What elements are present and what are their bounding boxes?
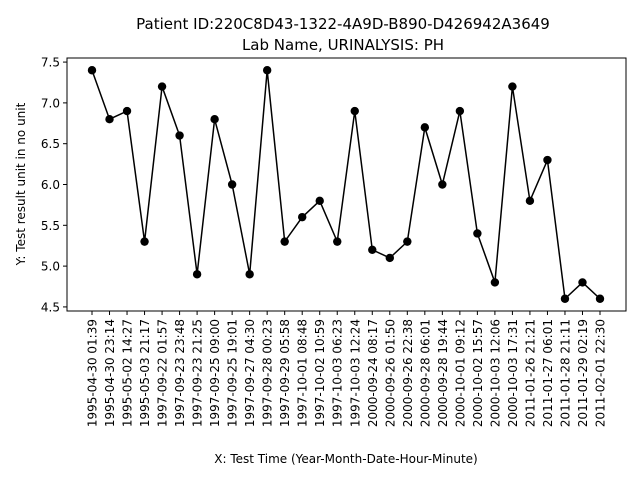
data-point bbox=[333, 237, 342, 246]
x-tick-label: 2011-02-01 22:30 bbox=[594, 319, 608, 427]
x-tick-label: 2000-09-28 06:01 bbox=[418, 319, 432, 427]
y-axis-label: Y: Test result unit in no unit bbox=[14, 102, 28, 266]
x-tick-label: 1997-10-03 06:23 bbox=[331, 319, 345, 427]
y-tick-label: 7.0 bbox=[41, 96, 60, 110]
data-point bbox=[157, 82, 167, 91]
x-tick-label: 2000-10-02 15:57 bbox=[471, 319, 485, 427]
data-point bbox=[87, 66, 97, 75]
data-point bbox=[368, 245, 377, 254]
data-point bbox=[350, 106, 359, 116]
data-point bbox=[543, 155, 552, 165]
x-tick-label: 1997-09-22 01:57 bbox=[156, 319, 170, 427]
x-tick-label: 2011-01-27 06:01 bbox=[541, 319, 555, 427]
x-tick-label: 1995-04-30 01:39 bbox=[86, 319, 100, 427]
y-tick-label: 5.0 bbox=[41, 260, 60, 274]
data-point bbox=[508, 82, 517, 91]
x-tick-label: 1995-05-02 14:27 bbox=[121, 319, 135, 427]
data-point bbox=[525, 196, 535, 206]
x-tick-label: 1997-10-03 12:24 bbox=[348, 319, 362, 427]
data-point bbox=[280, 237, 289, 246]
x-tick-label: 1997-10-01 08:48 bbox=[296, 319, 310, 427]
x-tick-label: 1997-09-25 09:00 bbox=[208, 319, 222, 427]
data-point bbox=[315, 196, 324, 206]
chart-subtitle: Lab Name, URINALYSIS: PH bbox=[242, 36, 444, 54]
y-tick-label: 4.5 bbox=[41, 300, 60, 314]
x-tick-label: 2000-09-24 08:17 bbox=[366, 319, 380, 427]
x-tick-label: 2000-10-01 09:12 bbox=[453, 319, 467, 427]
data-point bbox=[245, 270, 254, 279]
plot-area bbox=[87, 66, 605, 303]
series-line bbox=[91, 69, 601, 301]
x-axis: 1995-04-30 01:39 1995-04-30 23:14 1995-05-… bbox=[86, 311, 608, 427]
data-point bbox=[385, 253, 394, 263]
data-point bbox=[560, 294, 570, 303]
data-point bbox=[473, 229, 482, 238]
data-point bbox=[140, 237, 149, 246]
y-tick-label: 6.0 bbox=[41, 178, 60, 192]
x-tick-label: 2000-10-03 12:06 bbox=[488, 319, 502, 427]
x-tick-label: 2000-10-03 17:31 bbox=[506, 319, 520, 427]
x-tick-label: 1997-09-23 21:25 bbox=[191, 319, 205, 427]
data-point bbox=[595, 294, 605, 303]
data-point bbox=[298, 212, 307, 222]
data-point bbox=[455, 106, 465, 116]
x-tick-label: 1995-05-03 21:17 bbox=[138, 319, 152, 427]
x-tick-label: 1997-09-28 00:23 bbox=[261, 319, 275, 427]
chart-title: Patient ID:220C8D43-1322-4A9D-B890-D4269… bbox=[136, 15, 550, 33]
x-tick-label: 1997-10-02 10:59 bbox=[313, 319, 327, 427]
y-tick-label: 7.5 bbox=[41, 56, 60, 70]
x-tick-label: 1997-09-29 05:58 bbox=[278, 319, 292, 427]
y-tick-label: 5.5 bbox=[41, 219, 60, 233]
data-point bbox=[175, 131, 184, 140]
data-point bbox=[403, 237, 412, 246]
data-point bbox=[438, 180, 447, 189]
data-point bbox=[262, 66, 272, 75]
x-tick-label: 2011-01-28 21:11 bbox=[558, 319, 572, 427]
data-point bbox=[210, 115, 219, 124]
x-tick-label: 1997-09-23 23:48 bbox=[173, 319, 187, 427]
x-tick-label: 1995-04-30 23:14 bbox=[103, 319, 117, 427]
x-tick-label: 2000-09-26 22:38 bbox=[401, 319, 415, 427]
x-tick-label: 1997-09-27 04:30 bbox=[243, 319, 257, 427]
x-tick-label: 2011-01-26 21:21 bbox=[523, 319, 537, 427]
data-point bbox=[490, 278, 500, 287]
data-point bbox=[105, 115, 114, 124]
x-tick-label: 2000-09-28 19:44 bbox=[436, 319, 450, 427]
x-tick-label: 1997-09-25 19:01 bbox=[226, 319, 240, 427]
data-point bbox=[420, 123, 430, 132]
data-point bbox=[578, 278, 587, 287]
y-axis: 4.5 5.0 5.5 6.0 6.5 7.0 7.5 bbox=[41, 56, 67, 314]
x-tick-label: 2000-09-26 01:50 bbox=[383, 319, 397, 427]
data-point bbox=[122, 106, 132, 116]
y-tick-label: 6.5 bbox=[41, 137, 60, 151]
x-tick-label: 2011-01-29 02:19 bbox=[576, 319, 590, 427]
data-point bbox=[192, 270, 202, 279]
x-axis-label: X: Test Time (Year-Month-Date-Hour-Minut… bbox=[214, 452, 477, 466]
data-point bbox=[227, 180, 237, 189]
